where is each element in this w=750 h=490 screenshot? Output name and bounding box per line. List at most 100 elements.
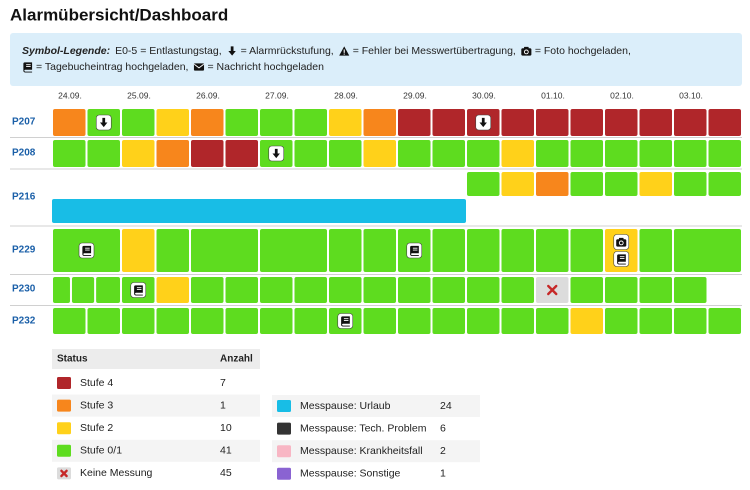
- status-cell: [467, 229, 500, 272]
- status-swatch: [277, 467, 291, 480]
- status-label: Stufe 3: [80, 399, 113, 411]
- status-count: 2: [440, 445, 446, 457]
- status-cell: [570, 109, 603, 136]
- status-cell: [536, 140, 569, 167]
- no-measurement-mark: [60, 469, 68, 478]
- status-cell: [122, 308, 155, 334]
- status-cell: [363, 308, 396, 334]
- status-cell: [329, 229, 362, 272]
- date-label: 30.09.: [472, 90, 496, 100]
- status-count: 45: [220, 467, 232, 479]
- status-cell: [156, 277, 189, 303]
- status-cell: [639, 277, 672, 303]
- status-cell: [708, 172, 741, 196]
- status-swatch: [277, 422, 291, 435]
- status-cell: [605, 308, 638, 334]
- status-cell: [501, 229, 534, 272]
- status-cell: [467, 140, 500, 167]
- legend-icon: [193, 62, 205, 72]
- status-cell: [53, 109, 86, 136]
- legend-item: = Alarmrückstufung,: [241, 45, 334, 57]
- status-cell: [605, 109, 638, 136]
- status-cell: [363, 140, 396, 167]
- row-label: P229: [12, 245, 36, 256]
- status-cell: [432, 140, 465, 167]
- status-swatch: [57, 399, 71, 412]
- status-swatch: [277, 400, 291, 412]
- status-cell: [398, 277, 431, 303]
- status-cell: [639, 140, 672, 167]
- table-row-bg: [272, 395, 480, 417]
- status-cell: [122, 229, 155, 272]
- status-label: Messpause: Tech. Problem: [300, 422, 427, 434]
- page-title: Alarmübersicht/Dashboard: [10, 5, 228, 24]
- date-label: 29.09.: [403, 90, 427, 100]
- status-cell: [467, 277, 500, 303]
- status-cell: [570, 229, 603, 272]
- status-cell: [191, 308, 224, 334]
- status-cell: [87, 140, 120, 167]
- status-cell: [52, 199, 466, 223]
- status-cell: [363, 229, 396, 272]
- status-label: Stufe 0/1: [80, 445, 122, 457]
- status-cell: [674, 308, 707, 334]
- status-cell: [294, 109, 327, 136]
- status-count: 1: [440, 468, 446, 480]
- status-cell: [53, 277, 70, 303]
- status-cell: [225, 308, 258, 334]
- status-count: 24: [440, 400, 452, 412]
- status-cell: [294, 277, 327, 303]
- status-swatch: [57, 444, 71, 457]
- table-row-bg: [272, 440, 480, 463]
- status-cell: [708, 308, 741, 334]
- table-header: Anzahl: [220, 354, 253, 365]
- status-cell: [96, 277, 120, 303]
- legend-item: = Nachricht hochgeladen: [207, 61, 324, 73]
- status-cell: [639, 308, 672, 334]
- status-cell: [708, 109, 741, 136]
- row-label: P208: [12, 148, 36, 159]
- legend-item: = Fehler bei Messwertübertragung,: [353, 45, 516, 57]
- status-cell: [536, 229, 569, 272]
- status-label: Messpause: Sonstige: [300, 468, 401, 480]
- status-cell: [398, 109, 431, 136]
- status-swatch: [57, 377, 71, 389]
- status-cell: [260, 308, 293, 334]
- status-cell: [432, 277, 465, 303]
- status-count: 41: [220, 445, 232, 457]
- status-cell: [570, 140, 603, 167]
- date-label: 26.09.: [196, 90, 220, 100]
- date-label: 24.09.: [58, 90, 82, 100]
- status-cell: [363, 109, 396, 136]
- status-cell: [467, 308, 500, 334]
- no-measurement-mark: [547, 284, 558, 296]
- status-cell: [605, 277, 638, 303]
- status-cell: [605, 140, 638, 167]
- status-cell: [674, 109, 707, 136]
- status-swatch: [277, 445, 291, 458]
- status-count: 6: [440, 422, 446, 434]
- status-cell: [432, 229, 465, 272]
- row-label: P216: [12, 192, 36, 203]
- status-cell: [53, 140, 86, 167]
- status-cell: [329, 277, 362, 303]
- status-cell: [122, 140, 155, 167]
- legend-heading: Symbol-Legende:: [22, 45, 110, 57]
- table-header-bg: [52, 349, 260, 369]
- status-label: Stufe 2: [80, 422, 113, 434]
- legend-item: E0-5 = Entlastungstag,: [115, 45, 222, 57]
- status-count: 7: [220, 377, 226, 389]
- status-cell: [294, 308, 327, 334]
- status-cell: [191, 229, 258, 272]
- status-cell: [501, 140, 534, 167]
- status-label: Stufe 4: [80, 377, 113, 389]
- legend-item: = Tagebucheintrag hochgeladen,: [36, 61, 188, 73]
- status-cell: [674, 229, 741, 272]
- legend-banner: [10, 33, 742, 86]
- status-cell: [260, 277, 293, 303]
- status-cell: [225, 277, 258, 303]
- status-cell: [536, 172, 569, 196]
- status-cell: [71, 277, 95, 303]
